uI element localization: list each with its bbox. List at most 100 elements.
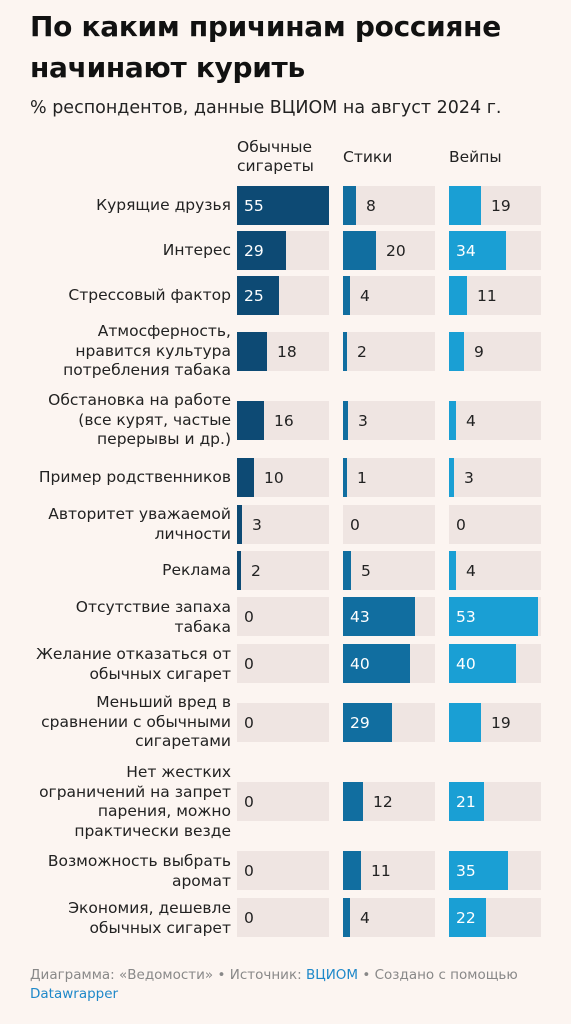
- bar-mark: [449, 644, 516, 683]
- value-label: 8: [366, 196, 376, 215]
- bar-mark: [449, 186, 481, 225]
- value-label: 9: [474, 342, 484, 361]
- row-label: Стрессовый фактор: [68, 286, 231, 304]
- bar-cell: 53: [449, 597, 541, 636]
- bar-mark: [449, 597, 538, 636]
- bar-mark: [237, 401, 264, 440]
- bar-mark: [343, 186, 356, 225]
- value-label: 3: [464, 468, 474, 487]
- bar-mark: [237, 505, 242, 544]
- bar-mark: [449, 898, 486, 937]
- bar-cell: 18: [237, 332, 329, 371]
- value-label: 40: [456, 654, 476, 673]
- value-label: 20: [386, 241, 406, 260]
- value-label: 1: [357, 468, 367, 487]
- bar-mark: [449, 703, 481, 742]
- value-label: 3: [358, 411, 368, 430]
- value-label: 2: [357, 342, 367, 361]
- footer-created-with: • Создано с помощью: [358, 967, 518, 983]
- bar-mark: [343, 851, 361, 890]
- value-label: 16: [274, 411, 294, 430]
- bar-cell: 0: [237, 851, 329, 890]
- bar-mark: [343, 644, 410, 683]
- bar-cell: 0: [237, 644, 329, 683]
- datawrapper-link[interactable]: Datawrapper: [30, 986, 119, 1002]
- bar-mark: [343, 597, 415, 636]
- bar-cell: 12: [343, 782, 435, 821]
- bar-cell: 34: [449, 231, 541, 270]
- chart-footer: Диаграмма: «Ведомости» • Источник: ВЦИОМ…: [30, 966, 550, 1004]
- column-header-3: Вейпы: [449, 148, 502, 166]
- value-label: 19: [491, 196, 511, 215]
- bar-mark: [343, 782, 363, 821]
- bar-mark: [237, 551, 241, 590]
- value-label: 0: [350, 515, 360, 534]
- bar-cell: 2: [343, 332, 435, 371]
- value-label: 11: [477, 286, 497, 305]
- row-label: Нет жестких ограничений на запрет парени…: [39, 763, 231, 840]
- value-label: 19: [491, 713, 511, 732]
- value-label: 35: [456, 861, 476, 880]
- bar-mark: [449, 851, 508, 890]
- value-label: 12: [373, 792, 393, 811]
- bar-cell: 40: [343, 644, 435, 683]
- row-label: Атмосферность, нравится культура потребл…: [63, 322, 231, 379]
- bar-cell: 4: [449, 551, 541, 590]
- value-label: 4: [466, 561, 476, 580]
- value-label: 0: [244, 861, 254, 880]
- bar-mark: [343, 551, 351, 590]
- bar-cell: 11: [343, 851, 435, 890]
- bar-cell: 0: [449, 505, 541, 544]
- bar-cell: 29: [237, 231, 329, 270]
- bar-cell: 43: [343, 597, 435, 636]
- value-label: 40: [350, 654, 370, 673]
- row-label: Экономия, дешевле обычных сигарет: [68, 899, 231, 937]
- value-label: 34: [456, 241, 476, 260]
- bar-cell: 40: [449, 644, 541, 683]
- value-label: 4: [466, 411, 476, 430]
- value-label: 55: [244, 196, 264, 215]
- source-link[interactable]: ВЦИОМ: [305, 967, 359, 983]
- value-label: 0: [456, 515, 466, 534]
- value-label: 4: [360, 908, 370, 927]
- value-label: 10: [264, 468, 284, 487]
- bar-cell: 3: [343, 401, 435, 440]
- row-label: Пример родственников: [38, 468, 231, 486]
- bar-cell: 20: [343, 231, 435, 270]
- row-label: Возможность выбрать аромат: [47, 852, 231, 890]
- bar-cell: 10: [237, 458, 329, 497]
- row-label: Курящие друзья: [96, 196, 231, 214]
- bar-cell: 4: [343, 898, 435, 937]
- value-label: 5: [361, 561, 371, 580]
- value-label: 22: [456, 908, 476, 927]
- bar-cell: 2: [237, 551, 329, 590]
- bar-cell: 21: [449, 782, 541, 821]
- value-label: 0: [244, 713, 254, 732]
- bar-cell: 35: [449, 851, 541, 890]
- bar-mark: [237, 231, 286, 270]
- chart-title: По каким причинам россияне начинают кури…: [30, 10, 501, 84]
- value-label: 0: [244, 908, 254, 927]
- row-label: Желание отказаться от обычных сигарет: [36, 645, 231, 683]
- row-label: Авторитет уважаемой личности: [48, 505, 231, 543]
- bar-cell: 19: [449, 186, 541, 225]
- bar-cell: 0: [237, 782, 329, 821]
- bar-mark: [449, 401, 456, 440]
- value-label: 21: [456, 792, 476, 811]
- bar-cell: 22: [449, 898, 541, 937]
- bar-mark: [343, 231, 376, 270]
- row-label: Отсутствие запаха табака: [75, 598, 231, 636]
- bar-mark: [449, 231, 506, 270]
- bar-mark: [343, 703, 392, 742]
- bar-mark: [237, 186, 329, 225]
- bar-mark: [449, 782, 484, 821]
- bar-mark: [449, 276, 467, 315]
- bar-cell: 0: [237, 597, 329, 636]
- bar-mark: [343, 898, 350, 937]
- value-label: 53: [456, 607, 476, 626]
- bar-mark: [343, 276, 350, 315]
- bar-mark: [237, 332, 267, 371]
- bar-cell: 4: [343, 276, 435, 315]
- value-label: 43: [350, 607, 370, 626]
- bar-cell: 0: [237, 703, 329, 742]
